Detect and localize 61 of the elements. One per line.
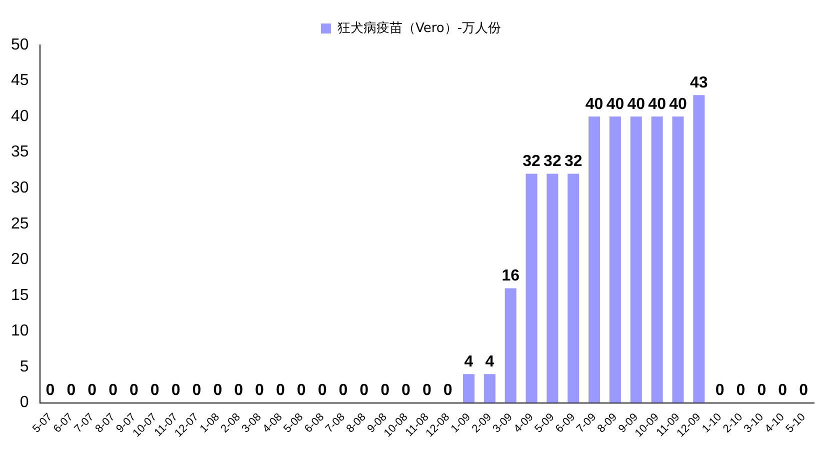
data-label: 40 [585, 96, 604, 113]
y-tick-label: 30 [11, 180, 29, 197]
data-label: 0 [422, 382, 432, 400]
data-label: 32 [522, 153, 541, 170]
bar [651, 116, 663, 403]
data-label: 0 [255, 382, 264, 400]
data-label: 0 [402, 382, 411, 400]
data-label: 0 [318, 382, 327, 400]
y-tick-label: 50 [11, 36, 29, 54]
data-label: 0 [276, 382, 285, 400]
data-label: 4 [464, 354, 474, 371]
data-label: 0 [338, 382, 348, 400]
data-label: 0 [130, 382, 139, 400]
legend-label: 狂犬病疫苗（Vero）-万人份 [337, 20, 502, 36]
bar [462, 374, 474, 403]
data-label: 0 [192, 382, 202, 400]
data-label: 16 [502, 268, 520, 285]
data-label: 0 [296, 382, 306, 400]
bar [588, 116, 600, 403]
y-tick-label: 15 [11, 286, 29, 304]
data-label: 0 [715, 382, 724, 400]
data-label: 0 [799, 382, 808, 400]
data-label: 40 [606, 96, 624, 113]
bar [630, 116, 642, 403]
data-label: 0 [757, 382, 766, 400]
data-label: 0 [778, 382, 788, 400]
data-label: 0 [171, 382, 180, 400]
bar [526, 174, 538, 403]
bar [568, 174, 580, 403]
bar [693, 95, 705, 403]
data-label: 0 [234, 382, 244, 400]
y-tick-label: 45 [11, 72, 29, 90]
data-label: 32 [564, 153, 582, 170]
data-label: 0 [108, 382, 118, 400]
y-tick-label: 35 [11, 144, 29, 161]
data-label: 32 [544, 153, 562, 170]
bar [672, 116, 684, 403]
y-tick-label: 10 [11, 322, 29, 340]
data-label: 0 [736, 382, 746, 400]
bar [484, 374, 496, 403]
data-label: 0 [88, 382, 97, 400]
data-label: 0 [360, 382, 369, 400]
data-label: 40 [648, 96, 666, 113]
data-label: 43 [690, 74, 708, 92]
bar [504, 288, 516, 403]
y-tick-label: 20 [11, 251, 29, 268]
data-label: 0 [380, 382, 390, 400]
y-tick-label: 5 [20, 358, 29, 376]
data-label: 0 [150, 382, 160, 400]
y-tick-label: 0 [20, 394, 29, 412]
data-label: 0 [46, 382, 55, 400]
bar [546, 174, 558, 403]
data-label: 0 [443, 382, 452, 400]
data-label: 0 [213, 382, 222, 400]
y-tick-label: 25 [11, 215, 29, 232]
data-label: 4 [485, 354, 494, 371]
data-label: 0 [66, 382, 76, 400]
data-label: 40 [669, 96, 687, 113]
data-label: 40 [627, 96, 646, 113]
y-tick-label: 40 [11, 108, 29, 125]
bar [609, 116, 621, 403]
